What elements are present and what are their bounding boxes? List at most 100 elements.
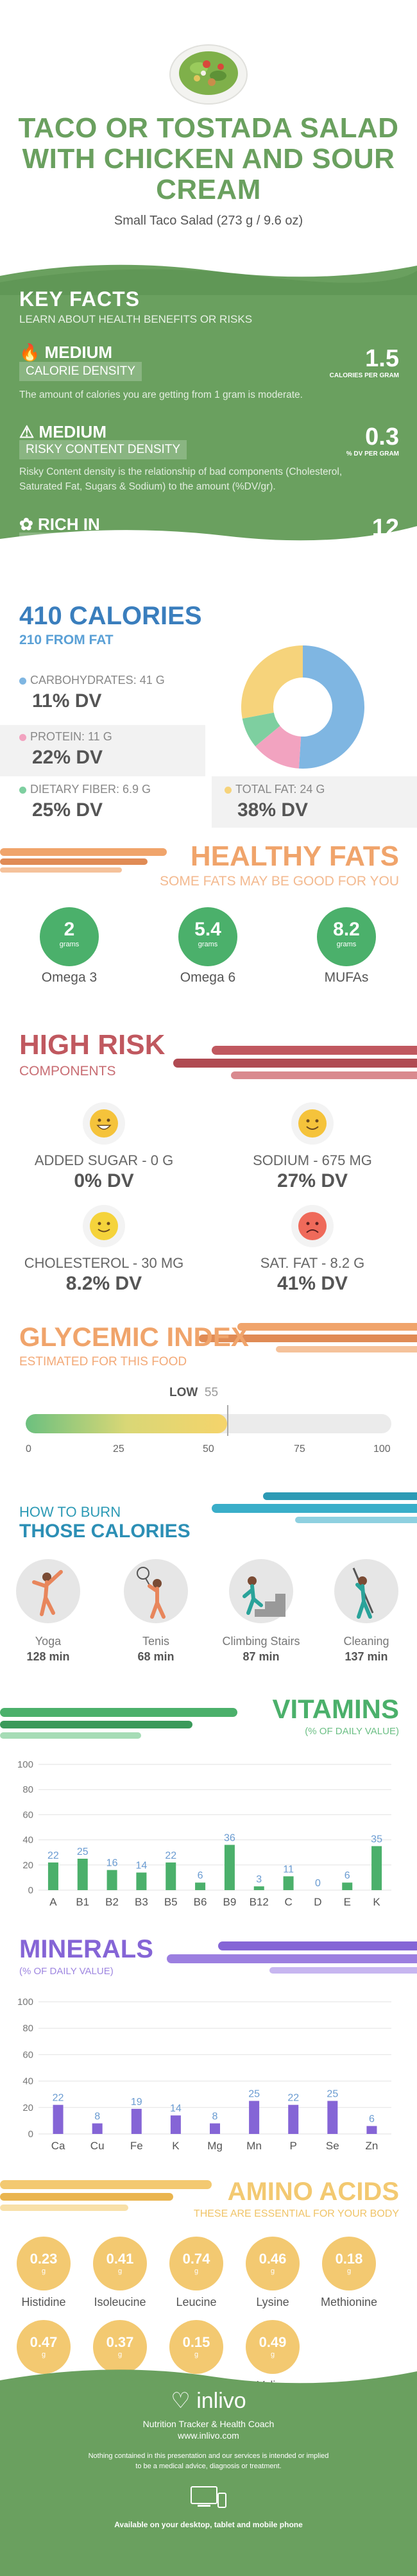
bar-Cu — [92, 2123, 103, 2134]
bar-K — [170, 2115, 181, 2134]
footer-url[interactable]: www.inlivo.com — [178, 2430, 239, 2441]
x-tick-label: B6 — [194, 1896, 207, 1908]
sat-fat-dv: 41% DV — [277, 1273, 348, 1294]
vitamins-density-level: ✿ RICH IN — [19, 515, 100, 534]
x-tick-label: K — [373, 1896, 380, 1908]
sad-face-icon — [291, 1205, 334, 1247]
bar-B6 — [195, 1882, 206, 1890]
x-tick-label: B5 — [164, 1896, 178, 1908]
y-tick-label: 20 — [22, 1860, 33, 1871]
burn-stripes — [212, 1492, 417, 1523]
smile-face-icon — [291, 1102, 334, 1145]
y-tick-label: 0 — [28, 2129, 33, 2140]
amino-unit: g — [346, 2267, 352, 2275]
yoga-minutes: 128 min — [26, 1650, 70, 1663]
glycemic-level-readout: LOW 55 — [169, 1386, 219, 1399]
leaf-icon: ✿ — [19, 515, 33, 534]
bar-Mn — [249, 2101, 260, 2134]
amino-badge: 0.18 g — [322, 2237, 376, 2290]
vitamins-title: VITAMINS — [272, 1694, 399, 1724]
amino-badge: 0.74 g — [169, 2237, 223, 2290]
amino-value: 0.37 — [106, 2334, 134, 2350]
high-risk-stripes — [173, 1046, 417, 1079]
warning-icon: ⚠ — [19, 422, 35, 441]
bar-value-label: 35 — [371, 1834, 382, 1845]
bar-Se — [327, 2101, 338, 2134]
bar-value-label: 14 — [170, 2103, 182, 2114]
x-tick-label: P — [290, 2140, 297, 2152]
footer-tagline: Nutrition Tracker & Health Coach — [142, 2419, 275, 2429]
amino-unit: g — [117, 2267, 123, 2275]
sat-fat-label: SAT. FAT - 8.2 g — [260, 1255, 365, 1271]
mufas-label: MUFAs — [324, 970, 369, 985]
x-tick-label: Fe — [130, 2140, 143, 2152]
x-tick-label: A — [49, 1896, 57, 1908]
calorie-density-level: 🔥 MEDIUM — [19, 343, 113, 362]
bar-E — [342, 1882, 353, 1890]
amino-value: 0.74 — [182, 2251, 210, 2267]
x-tick-label: Mn — [246, 2140, 262, 2152]
bar-value-label: 22 — [165, 1850, 176, 1861]
burn-title-1: HOW TO BURN — [19, 1504, 121, 1520]
minerals-stripes — [167, 1941, 417, 1974]
bar-value-label: 3 — [256, 1874, 262, 1885]
cleaning-icon — [334, 1559, 398, 1623]
amino-name: Isoleucine — [94, 2296, 146, 2308]
key-facts-title: KEY FACTS — [19, 287, 140, 311]
bar-value-label: 6 — [198, 1870, 203, 1881]
healthy-fats-subtitle: SOME FATS MAY BE GOOD FOR YOU — [159, 874, 399, 889]
risky-density-label: RISKY CONTENT DENSITY — [19, 440, 187, 459]
y-tick-label: 60 — [22, 1809, 33, 1820]
vitamins-subtitle: (% OF DAILY VALUE) — [305, 1726, 399, 1737]
calorie-density-unit: CALORIES PER GRAM — [329, 372, 399, 379]
vitamins-density-value: 12 — [371, 515, 399, 542]
amino-badge: 0.46 g — [246, 2237, 300, 2290]
fat-label: TOTAL FAT: 24 g — [225, 783, 325, 796]
burn-title-2: THOSE CALORIES — [19, 1521, 191, 1542]
omega6-label: Omega 6 — [180, 970, 236, 985]
calorie-density-value: 1.5 — [365, 345, 399, 372]
y-tick-label: 40 — [22, 1835, 33, 1846]
glycemic-marker — [226, 1405, 228, 1436]
bar-value-label: 14 — [136, 1861, 148, 1872]
x-tick-label: Se — [326, 2140, 339, 2152]
amino-badge: 0.47 g — [17, 2320, 71, 2374]
risky-density-value: 0.3 — [365, 423, 399, 450]
y-tick-label: 40 — [22, 2076, 33, 2087]
omega6-badge: 5.4 grams — [178, 907, 237, 966]
amino-value: 0.23 — [30, 2251, 58, 2267]
bar-C — [283, 1876, 294, 1890]
minerals-title: MINERALS — [19, 1935, 153, 1963]
vitamins-bar-chart: 02040608010022A25B116B214B322B56B636B93B… — [17, 1759, 391, 1908]
bar-value-label: 6 — [369, 2114, 375, 2125]
bar-value-label: 25 — [327, 2089, 338, 2100]
glycemic-tick-75: 75 — [294, 1444, 305, 1454]
mufas-badge: 8.2 grams — [317, 907, 376, 966]
x-tick-label: Zn — [366, 2140, 379, 2152]
yoga-icon — [16, 1559, 80, 1623]
bar-value-label: 25 — [248, 2089, 260, 2100]
x-tick-label: E — [344, 1896, 351, 1908]
y-tick-label: 0 — [28, 1885, 33, 1896]
calorie-donut-chart — [241, 645, 365, 769]
protein-band — [0, 725, 205, 776]
omega3-label: Omega 3 — [41, 970, 98, 985]
bar-Fe — [131, 2108, 142, 2134]
minerals-bar-chart: 0 20 40 60 80 100 22 Ca 8 Cu 19 Fe 14 K 8 Mg 25 Mn 22 P 25 Se… — [17, 1997, 391, 2152]
amino-value: 0.47 — [30, 2334, 58, 2350]
glycemic-tick-0: 0 — [26, 1444, 31, 1454]
amino-value: 0.41 — [106, 2251, 134, 2267]
added-sugar-dv: 0% DV — [74, 1170, 134, 1191]
risky-density-desc: Risky Content density is the relationshi… — [19, 466, 343, 492]
heart-logo-icon: ♡ — [171, 2389, 191, 2413]
page-title: TACO OR TOSTADA SALAD WITH CHICKEN AND S… — [18, 112, 399, 205]
bar-value-label: 0 — [315, 1878, 321, 1889]
x-tick-label: K — [172, 2140, 180, 2152]
bar-B12 — [253, 1886, 264, 1890]
amino-name: Histidine — [21, 2296, 66, 2308]
x-tick-label: B1 — [76, 1896, 89, 1908]
amino-title: AMINO ACIDS — [227, 2178, 399, 2206]
x-tick-label: B9 — [223, 1896, 237, 1908]
amino-stripes — [0, 2180, 212, 2211]
bar-value-label: 22 — [287, 2093, 299, 2104]
